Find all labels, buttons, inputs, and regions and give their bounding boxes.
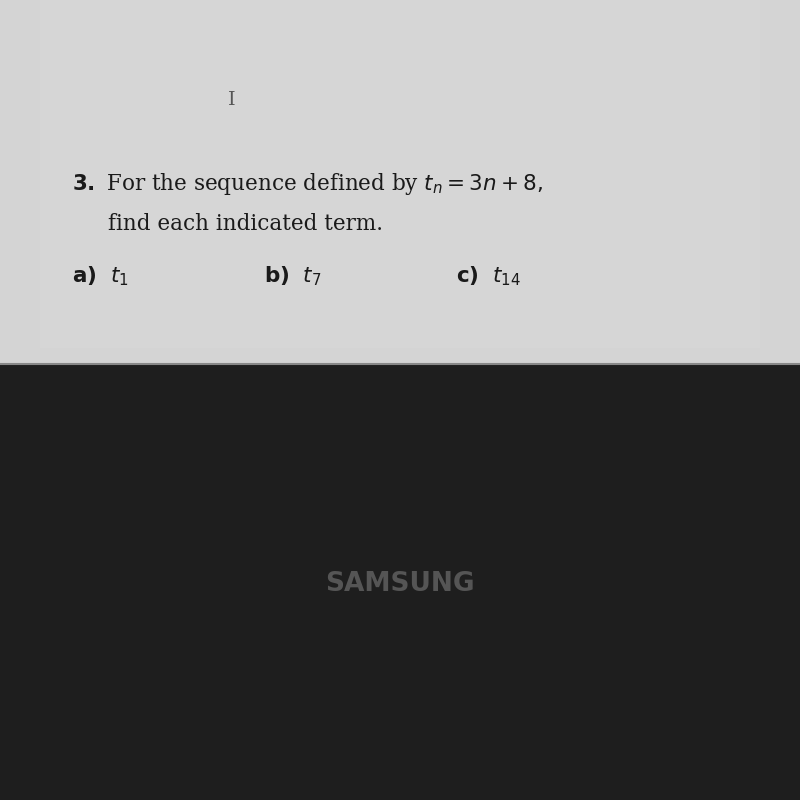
Text: SAMSUNG: SAMSUNG	[325, 571, 475, 597]
FancyBboxPatch shape	[40, 0, 760, 348]
Text: $\mathbf{b)}$  $t_7$: $\mathbf{b)}$ $t_7$	[264, 264, 322, 288]
Text: $\mathbf{c)}$  $t_{14}$: $\mathbf{c)}$ $t_{14}$	[456, 264, 521, 288]
FancyBboxPatch shape	[0, 0, 800, 364]
FancyBboxPatch shape	[0, 364, 800, 800]
Text: find each indicated term.: find each indicated term.	[108, 213, 383, 235]
Text: I: I	[228, 91, 236, 109]
Text: $\mathbf{3.}$ For the sequence defined by $t_n = 3n + 8,$: $\mathbf{3.}$ For the sequence defined b…	[72, 171, 543, 197]
Text: $\mathbf{a)}$  $t_1$: $\mathbf{a)}$ $t_1$	[72, 264, 129, 288]
